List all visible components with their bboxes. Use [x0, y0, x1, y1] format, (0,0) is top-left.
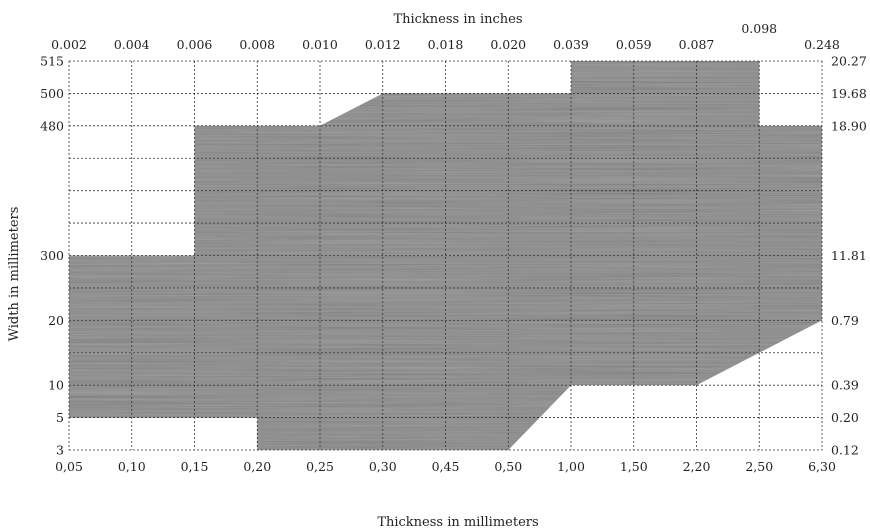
- x-bottom-tick-label: 0,25: [306, 459, 334, 474]
- x-top-tick-label: 0.010: [302, 37, 338, 52]
- x-top-tick-label: 0.248: [804, 37, 840, 52]
- x-bottom-tick-label: 6,30: [808, 459, 836, 474]
- x-top-tick-label: 0.020: [490, 37, 526, 52]
- y-right-tick-label: 0.39: [831, 378, 859, 393]
- tick-labels: 0,05 0,10 0,15 0,20 0,25 0,30 0,45 0,50 1,00 1,50…: [40, 21, 867, 474]
- y-right-tick-label: 19.68: [831, 86, 867, 101]
- x-bottom-tick-label: 0,50: [494, 459, 522, 474]
- y-left-tick-label: 480: [40, 118, 64, 133]
- y-left-tick-label: 500: [40, 86, 64, 101]
- x-top-tick-label: 0.004: [114, 37, 150, 52]
- x-bottom-tick-label: 1,00: [557, 459, 585, 474]
- y-right-tick-label: 18.90: [831, 118, 867, 133]
- x-bottom-tick-label: 0,05: [55, 459, 83, 474]
- y-right-tick-label: 0.20: [831, 410, 859, 425]
- y-right-tick-label: 0.79: [831, 313, 859, 328]
- x-bottom-tick-label: 2,20: [683, 459, 711, 474]
- y-right-tick-label: 11.81: [831, 248, 867, 263]
- x-bottom-tick-label: 0,15: [181, 459, 209, 474]
- y-left-tick-label: 10: [48, 378, 64, 393]
- y-left-tick-label: 3: [56, 443, 64, 458]
- grid-layer: [68, 60, 823, 451]
- x-bottom-tick-label: 0,20: [243, 459, 271, 474]
- x-bottom-axis-title: Thickness in millimeters: [377, 515, 538, 530]
- y-left-tick-label: 515: [40, 54, 64, 69]
- x-top-axis-title: Thickness in inches: [393, 12, 522, 27]
- y-left-tick-label: 20: [48, 313, 64, 328]
- y-left-axis-title: Width in millimeters: [7, 207, 22, 342]
- x-bottom-tick-label: 2,50: [745, 459, 773, 474]
- x-bottom-tick-label: 0,30: [369, 459, 397, 474]
- x-top-tick-label: 0.087: [679, 37, 715, 52]
- y-right-tick-label: 0.12: [831, 443, 859, 458]
- x-bottom-tick-label: 0,10: [118, 459, 146, 474]
- x-top-tick-label: 0.039: [553, 37, 589, 52]
- y-left-tick-label: 300: [40, 248, 64, 263]
- x-bottom-tick-label: 0,45: [432, 459, 460, 474]
- x-top-tick-label: 0.018: [428, 37, 464, 52]
- x-top-tick-label: 0.008: [239, 37, 275, 52]
- y-left-tick-label: 5: [56, 410, 64, 425]
- x-top-tick-label: 0.002: [51, 37, 87, 52]
- x-bottom-tick-label: 1,50: [620, 459, 648, 474]
- y-right-tick-label: 20.27: [831, 54, 867, 69]
- x-top-tick-label: 0.012: [365, 37, 401, 52]
- x-top-tick-label: 0.059: [616, 37, 652, 52]
- x-top-tick-label: 0.098: [741, 21, 777, 36]
- x-top-tick-label: 0.006: [177, 37, 213, 52]
